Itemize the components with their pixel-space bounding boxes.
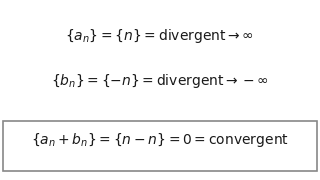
Text: $\{a_n + b_n\} = \{n - n\} = 0 = \mathrm{convergent}$: $\{a_n + b_n\} = \{n - n\} = 0 = \mathrm…: [31, 131, 289, 149]
Text: $\{a_n\} = \{n\} = \mathrm{divergent} \rightarrow \infty$: $\{a_n\} = \{n\} = \mathrm{divergent} \r…: [66, 27, 254, 45]
FancyBboxPatch shape: [3, 121, 317, 171]
Text: $\{b_n\} = \{-n\} = \mathrm{divergent} \rightarrow -\infty$: $\{b_n\} = \{-n\} = \mathrm{divergent} \…: [51, 72, 269, 90]
